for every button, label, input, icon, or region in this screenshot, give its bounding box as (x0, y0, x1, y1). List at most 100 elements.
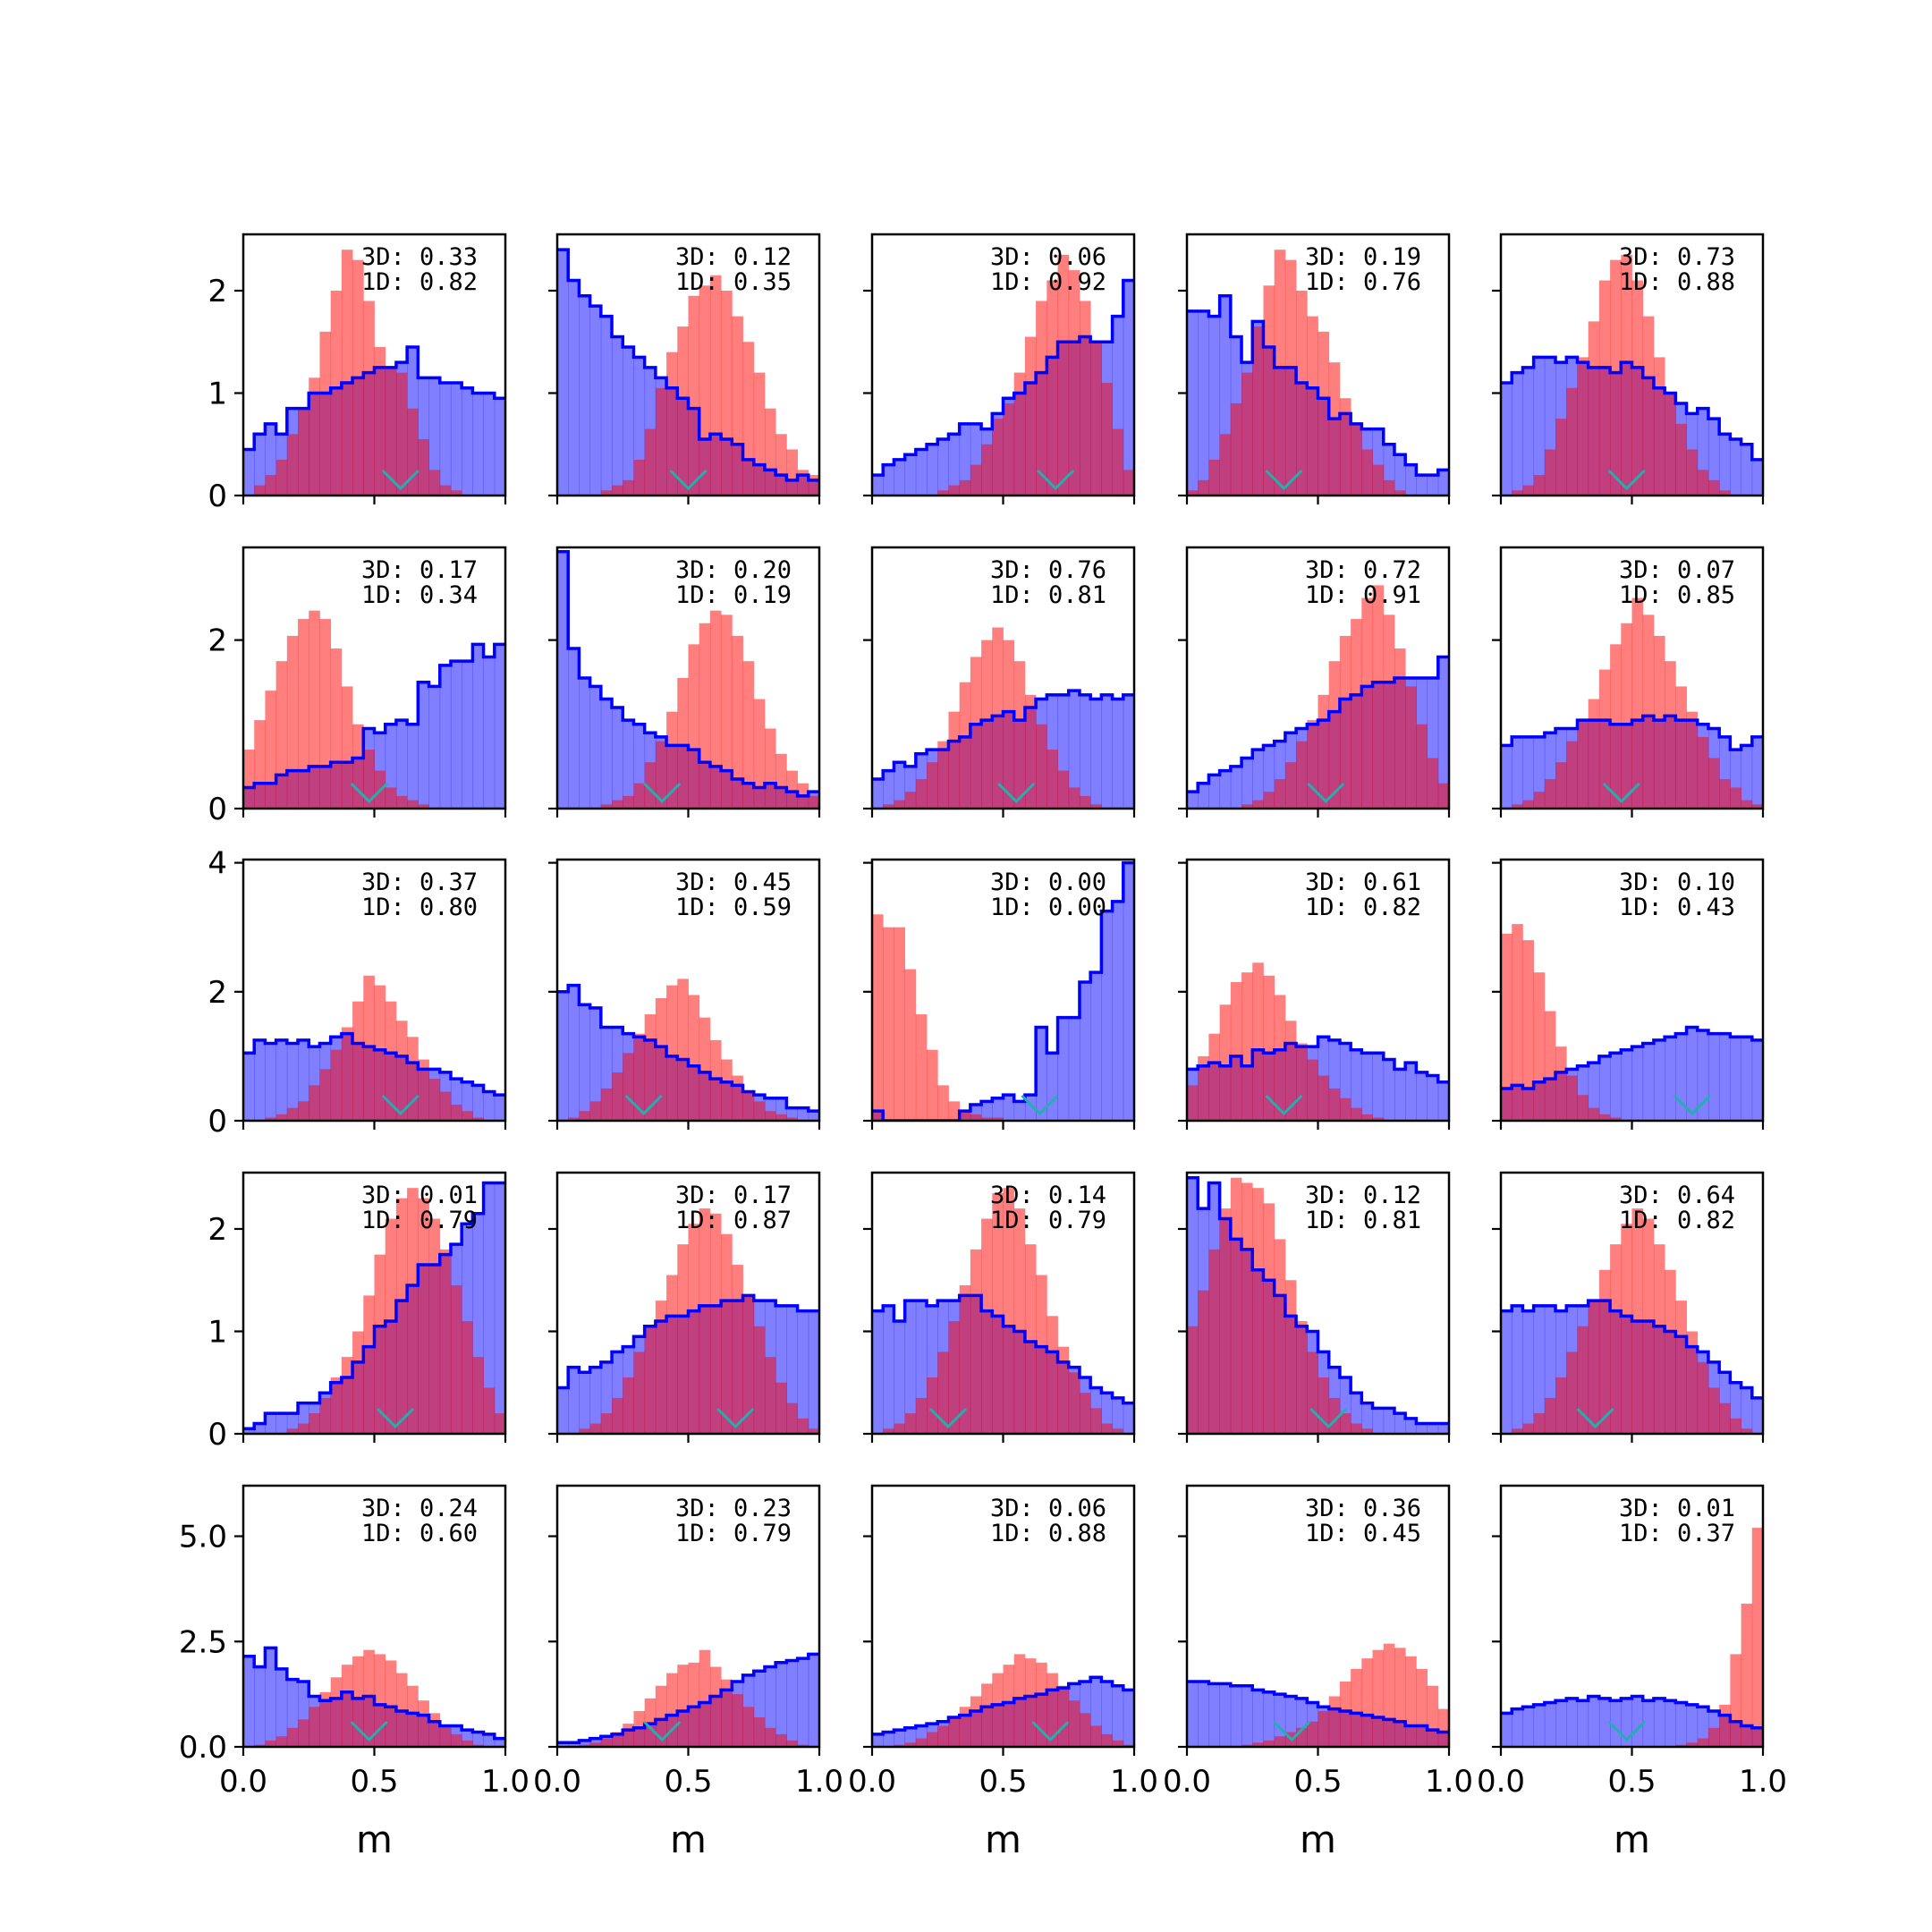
blue-histogram-bar (1437, 657, 1449, 809)
panel-annotation-1d: 1D: 0.43 (1619, 894, 1735, 921)
x-axis-label: m (985, 1818, 1021, 1861)
blue-histogram-bar (557, 1742, 569, 1747)
red-histogram-bar (439, 1091, 452, 1121)
blue-histogram-bar (1675, 1702, 1687, 1747)
red-histogram-bar (775, 1733, 787, 1747)
red-histogram-bar (407, 408, 419, 496)
red-histogram-bar (709, 1666, 722, 1747)
red-histogram-bar (1719, 490, 1731, 496)
red-histogram-bar (1665, 661, 1676, 809)
red-histogram-bar (612, 800, 623, 809)
blue-histogram-bar (462, 661, 473, 809)
red-histogram-bar (633, 1033, 646, 1121)
blue-histogram-bar (1588, 1696, 1600, 1747)
blue-histogram-bar (568, 280, 580, 496)
blue-histogram-bar (894, 1730, 906, 1747)
panel-annotation-1d: 1D: 0.85 (1619, 581, 1735, 609)
blue-histogram-bar (1123, 1690, 1134, 1747)
red-histogram-bar (298, 408, 309, 496)
red-histogram-bar (797, 1418, 809, 1434)
red-histogram-bar (1372, 1117, 1385, 1121)
blue-histogram-step-line (1501, 1694, 1763, 1730)
red-histogram-bar (600, 1413, 613, 1434)
x-tick-label: 1.0 (1425, 1764, 1473, 1800)
blue-histogram-bar (883, 770, 894, 809)
red-histogram-bar (808, 475, 819, 496)
blue-histogram-bar (1372, 1053, 1385, 1121)
red-histogram-bar (937, 1085, 949, 1121)
blue-histogram-bar (1631, 1046, 1644, 1121)
red-histogram-bar (1219, 1208, 1232, 1434)
blue-histogram-bar (494, 1182, 505, 1434)
blue-histogram-bar (557, 991, 569, 1121)
red-histogram-bar (1719, 779, 1731, 809)
red-histogram-bar (1361, 1658, 1373, 1747)
panel-plot-area (557, 549, 819, 809)
red-histogram-bar (1697, 736, 1709, 809)
x-axis-label: m (670, 1818, 707, 1861)
blue-histogram-step-line (1501, 355, 1763, 462)
red-histogram-bar (319, 1397, 332, 1434)
blue-histogram-bar (1394, 1069, 1406, 1121)
blue-histogram-bar (1686, 1027, 1699, 1121)
panel-annotation-3d: 3D: 0.37 (361, 869, 478, 896)
red-histogram-bar (1394, 1648, 1406, 1747)
y-tick-label: 5.0 (179, 1520, 227, 1555)
red-histogram-bar (1372, 585, 1385, 809)
red-histogram-bar (1241, 804, 1253, 809)
red-histogram-bar (1522, 485, 1535, 496)
red-histogram-bar (243, 750, 255, 809)
panel-plot-area (1501, 1208, 1763, 1434)
red-histogram-bar (1339, 1682, 1352, 1747)
estimate-marker (1037, 469, 1075, 491)
red-histogram-bar (1512, 1428, 1523, 1434)
red-histogram-bar (786, 1117, 798, 1121)
blue-histogram-bar (1621, 1698, 1632, 1747)
blue-histogram-step-line (1501, 1299, 1763, 1400)
red-histogram-bar (1416, 724, 1428, 809)
panel-annotation-1d: 1D: 0.00 (990, 894, 1106, 921)
red-histogram-bar (428, 470, 441, 496)
blue-histogram-bar (1533, 1305, 1546, 1434)
y-tick-label: 2 (208, 975, 227, 1011)
panel-annotation-3d: 3D: 0.64 (1619, 1182, 1735, 1209)
red-histogram-bar (1351, 423, 1362, 496)
blue-histogram-bar (1383, 1059, 1395, 1121)
red-histogram-bar (1274, 995, 1286, 1121)
red-histogram-bar (309, 377, 320, 496)
blue-histogram-bar (1046, 1053, 1058, 1121)
blue-histogram-bar (1598, 1055, 1611, 1121)
red-histogram-bar (1274, 779, 1286, 809)
red-histogram-bar (589, 1742, 602, 1747)
y-tick-label: 0 (208, 479, 227, 514)
red-histogram-bar (1208, 1033, 1221, 1121)
blue-histogram-bar (579, 1740, 591, 1747)
blue-histogram-bar (1361, 1402, 1373, 1434)
red-histogram-bar (623, 1377, 634, 1434)
blue-histogram-bar (254, 434, 266, 496)
red-histogram-bar (699, 623, 711, 809)
blue-histogram-bar (494, 398, 505, 496)
y-tick-label: 2 (208, 274, 227, 309)
red-histogram-bar (1653, 1244, 1665, 1434)
red-histogram-bar (633, 459, 646, 496)
y-tick-label: 1 (208, 1314, 227, 1350)
panel-annotation-1d: 1D: 0.45 (1305, 1520, 1421, 1547)
blue-histogram-bar (579, 1004, 591, 1121)
blue-histogram-bar (1198, 783, 1209, 809)
blue-histogram-bar (1522, 367, 1535, 496)
red-histogram-bar (395, 795, 408, 809)
blue-histogram-bar (1241, 1685, 1253, 1747)
red-histogram-bar (1697, 470, 1709, 496)
red-histogram-bar (385, 787, 397, 809)
blue-histogram-bar (483, 393, 496, 496)
red-histogram-bar (1079, 1713, 1091, 1747)
red-histogram-bar (948, 485, 961, 496)
red-histogram-bar (786, 1740, 798, 1747)
blue-histogram-bar (1501, 1310, 1513, 1434)
red-histogram-bar (1101, 383, 1113, 496)
red-histogram-bar (1339, 635, 1352, 809)
blue-histogram-bar (1751, 1039, 1763, 1121)
